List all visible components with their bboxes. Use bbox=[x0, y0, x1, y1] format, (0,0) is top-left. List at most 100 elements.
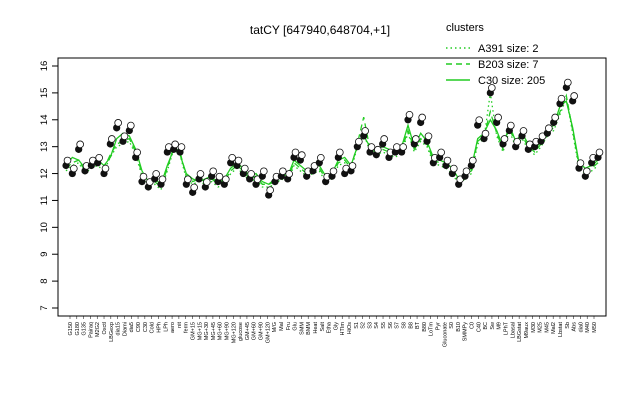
x-tick-label: C0 bbox=[470, 322, 476, 329]
chart-title: tatCY [647940,648704,+1] bbox=[250, 23, 390, 37]
x-tick-label: Abs bbox=[572, 322, 578, 332]
y-tick-label: 9 bbox=[39, 252, 50, 257]
x-tick-label: Cold bbox=[150, 322, 156, 333]
data-point-open bbox=[329, 167, 338, 176]
x-tick-label: BC bbox=[483, 322, 489, 330]
data-point-open bbox=[120, 132, 129, 141]
data-point-open bbox=[336, 148, 344, 157]
data-point-open bbox=[215, 172, 224, 181]
data-point-open bbox=[500, 135, 509, 143]
data-point-open bbox=[203, 178, 211, 186]
y-tick-label: 13 bbox=[39, 141, 50, 152]
data-point-open bbox=[507, 121, 515, 130]
x-tick-label: Lbstat bbox=[558, 322, 564, 337]
x-tick-label: LPh bbox=[163, 322, 169, 332]
data-point-open bbox=[557, 94, 566, 103]
y-tick-label: 7 bbox=[39, 305, 50, 310]
x-tick-label: Fru bbox=[286, 322, 292, 330]
data-point-open bbox=[70, 164, 78, 173]
data-point-open bbox=[469, 156, 477, 165]
x-tick-label: Mal2 bbox=[551, 322, 557, 334]
legend-label: C30 size: 205 bbox=[478, 75, 545, 87]
x-tick-label: G180 bbox=[75, 322, 81, 335]
x-tick-label: S8 bbox=[401, 322, 407, 329]
y-tick-label: 8 bbox=[39, 278, 50, 283]
x-tick-label: Sb bbox=[565, 322, 571, 329]
data-point-open bbox=[196, 170, 205, 178]
data-point-open bbox=[222, 175, 230, 184]
x-tick-label: S0 bbox=[449, 322, 455, 329]
x-tick-label: MG+90 bbox=[225, 322, 231, 340]
data-point-open bbox=[171, 140, 179, 149]
data-point-open bbox=[361, 127, 369, 135]
x-tick-label: Glu bbox=[293, 322, 299, 331]
x-tick-label: M25 bbox=[538, 322, 544, 333]
data-point-open bbox=[241, 164, 249, 173]
data-point-open bbox=[437, 148, 445, 157]
x-tick-label: HiOs bbox=[347, 322, 353, 334]
data-point-open bbox=[399, 143, 407, 151]
x-tick-label: S1 bbox=[354, 322, 360, 329]
data-point-open bbox=[298, 151, 306, 159]
data-point-open bbox=[63, 156, 72, 165]
data-point-open bbox=[545, 124, 553, 133]
data-point-open bbox=[114, 119, 122, 127]
x-tick-label: LBGstat bbox=[517, 322, 523, 342]
data-point-open bbox=[412, 135, 420, 143]
x-tick-label: LPhT bbox=[504, 321, 510, 335]
data-point-open bbox=[279, 167, 287, 176]
x-tick-label: Salt bbox=[320, 322, 326, 332]
data-point-open bbox=[462, 167, 471, 176]
legend-title: clusters bbox=[446, 22, 484, 34]
data-point-open bbox=[405, 110, 414, 119]
x-tick-label: glucose bbox=[238, 322, 244, 341]
x-tick-label: MG+30 bbox=[204, 322, 210, 340]
x-tick-label: GM+45 bbox=[245, 322, 251, 340]
x-tick-label: LoTm bbox=[429, 322, 435, 336]
data-point-open bbox=[266, 186, 274, 194]
data-point-open bbox=[595, 148, 604, 157]
x-tick-label: M9aux bbox=[524, 322, 530, 339]
data-point-open bbox=[380, 135, 388, 143]
data-point-open bbox=[291, 148, 300, 157]
data-point-open bbox=[101, 164, 110, 173]
x-tick-label: BT bbox=[415, 321, 421, 329]
x-tick-label: MG+120 bbox=[231, 322, 237, 343]
data-point-open bbox=[209, 167, 217, 176]
data-point-open bbox=[443, 156, 452, 165]
plot-frame bbox=[57, 57, 607, 317]
x-tick-label: GM+15 bbox=[190, 322, 196, 340]
x-tick-label: Pyr bbox=[435, 322, 441, 330]
data-point-open bbox=[260, 167, 268, 176]
data-point-open bbox=[583, 167, 591, 176]
data-point-open bbox=[564, 78, 572, 87]
x-tick-label: HTIm bbox=[340, 322, 346, 336]
x-tick-label: B10 bbox=[456, 322, 462, 332]
x-tick-label: C30 bbox=[143, 322, 149, 332]
x-tick-label: GM+90 bbox=[259, 322, 265, 340]
data-point-open bbox=[139, 172, 148, 181]
data-point-open bbox=[184, 175, 192, 184]
x-tick-label: Oxctl bbox=[102, 322, 108, 335]
x-axis: G150 G180 G135 Pairaq M2G2 Oxctl LBGexp dia15 Di… bbox=[68, 316, 598, 347]
x-tick-label: S5 bbox=[381, 322, 387, 329]
data-point-open bbox=[158, 175, 167, 184]
data-point-open bbox=[76, 140, 84, 149]
legend-label: A391 size: 2 bbox=[478, 43, 539, 55]
x-tick-label: HPh bbox=[156, 322, 162, 333]
x-tick-label: BMM bbox=[306, 322, 312, 335]
x-tick-label: M/G bbox=[272, 322, 278, 332]
x-tick-label: S2 bbox=[361, 322, 367, 329]
data-point-open bbox=[488, 84, 496, 92]
x-tick-label: S6 bbox=[388, 322, 394, 329]
legend: clusters A391 size: 2 B203 size: 7 C30 siz… bbox=[446, 22, 545, 87]
x-tick-label: Mal bbox=[279, 322, 285, 331]
x-tick-label: Etha bbox=[327, 321, 333, 333]
data-point-open bbox=[576, 159, 585, 167]
x-tick-label: Lbasal bbox=[510, 322, 516, 338]
x-tick-label: M45 bbox=[544, 322, 550, 333]
x-tick-label: C90 bbox=[136, 322, 142, 332]
x-tick-label: Diami bbox=[122, 322, 128, 336]
